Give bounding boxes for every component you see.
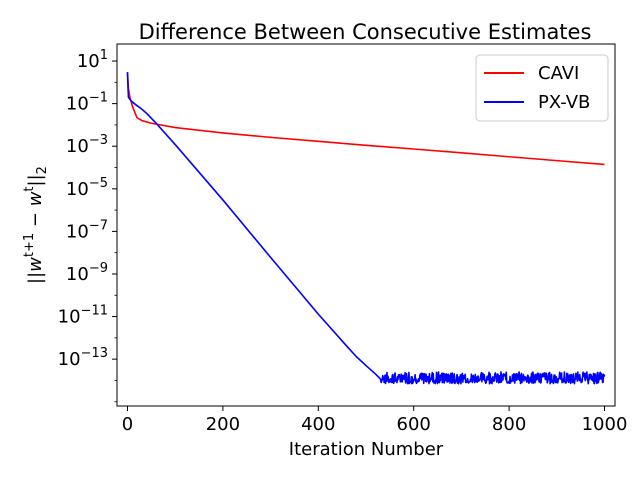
y-tick-label: 101	[77, 48, 108, 72]
y-axis: 101 10−1 10−3 10−5 10−7 10−9 10−11 10−13	[58, 48, 117, 403]
legend-label-px-vb: PX-VB	[538, 92, 590, 113]
legend-label-cavi: CAVI	[538, 63, 579, 84]
chart-title: Difference Between Consecutive Estimates	[139, 20, 592, 44]
series-line-cavi	[126, 72, 605, 166]
y-tick-label: 10−9	[66, 261, 108, 285]
plot-area	[116, 43, 616, 407]
x-tick-label: 800	[492, 414, 526, 435]
y-axis-label-text: ||wt+1 − wt||2	[22, 166, 50, 284]
y-tick-label: 10−7	[66, 218, 108, 242]
y-axis-label: ||wt+1 − wt||2	[22, 166, 50, 284]
y-tick-label: 10−1	[66, 91, 108, 115]
y-tick-label: 10−11	[58, 304, 108, 328]
x-axis: 0 200 400 600 800 1000	[122, 406, 628, 435]
x-axis-label: Iteration Number	[289, 439, 444, 460]
x-tick-label: 1000	[582, 414, 628, 435]
y-tick-label: 10−13	[58, 346, 108, 370]
legend: CAVI PX-VB	[475, 54, 609, 122]
y-tick-label: 10−5	[66, 176, 108, 200]
x-tick-label: 200	[206, 414, 240, 435]
axes-frame	[116, 43, 616, 407]
x-tick-label: 400	[301, 414, 335, 435]
x-tick-label: 0	[122, 414, 133, 435]
series-line-px-vb	[126, 72, 606, 385]
y-tick-label: 10−3	[66, 133, 108, 157]
x-tick-label: 600	[397, 414, 431, 435]
series-layer	[126, 72, 606, 385]
legend-box	[475, 54, 609, 122]
